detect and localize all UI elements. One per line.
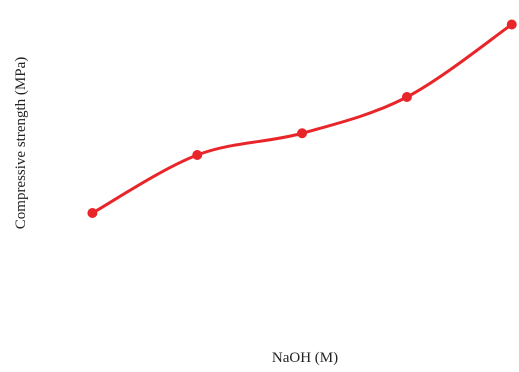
x-axis-label: NaOH (M) [272, 350, 338, 366]
data-point-3 [297, 128, 308, 139]
data-point-1 [87, 208, 98, 218]
y-axis-label: Compressive strength (MPa) [13, 57, 29, 229]
plot-area [87, 19, 517, 218]
series-line-1 [90, 23, 514, 215]
data-point-5 [506, 19, 517, 30]
data-point-4 [401, 92, 412, 102]
data-point-2 [192, 150, 203, 160]
